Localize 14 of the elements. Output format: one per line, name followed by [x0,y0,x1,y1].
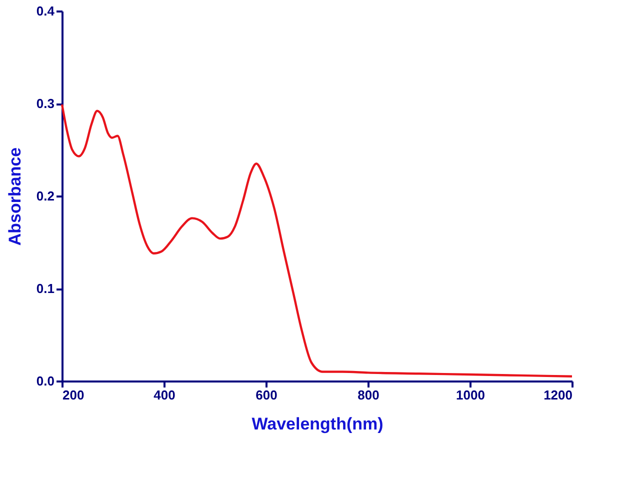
y-tick-label: 0.3 [36,96,54,111]
x-tick-label: 400 [154,388,176,402]
y-tick-label: 0.2 [36,188,54,204]
x-axis-title: Wavelength(nm) [252,414,384,434]
x-tick-label: 600 [256,388,278,402]
y-tick-label: 0.0 [36,374,54,388]
y-tick-label: 0.1 [36,281,54,296]
y-tick-label: 0.4 [36,4,56,18]
x-tick-label: 800 [358,388,380,402]
x-tick-label: 1200 [544,388,572,402]
line-series [60,103,574,378]
y-axis-title: Absorbance [5,147,24,246]
x-tick-label: 200 [62,388,84,402]
x-tick-label: 1000 [456,388,485,402]
